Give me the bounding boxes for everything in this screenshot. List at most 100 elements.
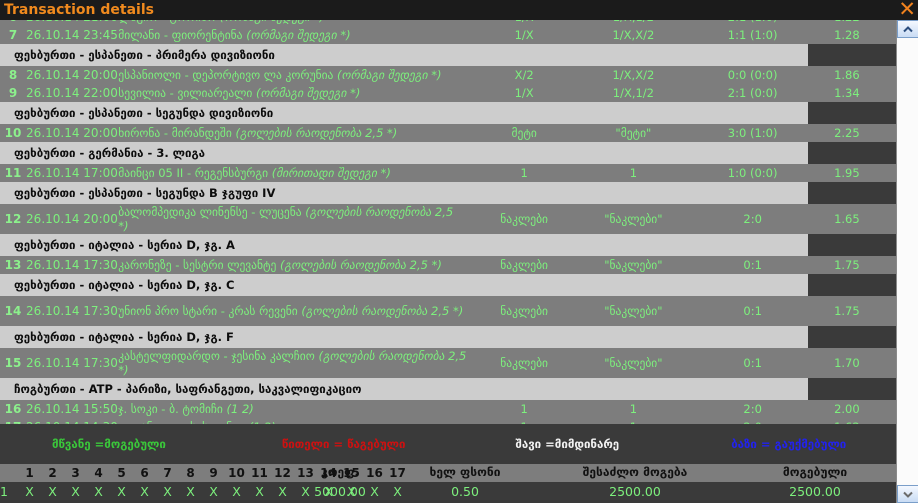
row-odd: 1.75 bbox=[834, 304, 860, 318]
summary-column-number: 3 bbox=[71, 466, 80, 480]
table-row[interactable]: 1726.10.14 14:30დ. იანგი - ი. სისლინგი (… bbox=[0, 418, 896, 424]
row-number: 12 bbox=[4, 212, 22, 226]
row-match: ლაციო - ტორინო (ორმაგი შედეგი *) bbox=[118, 20, 479, 26]
row-score: 1:1 (1:0) bbox=[727, 28, 778, 42]
row-match: დ. იანგი - ი. სისლინგი (1 2) bbox=[118, 418, 479, 424]
row-datetime: 26.10.14 22:00 bbox=[26, 86, 118, 100]
summary-mark: X bbox=[186, 484, 195, 499]
row-pick: 1 bbox=[520, 166, 528, 180]
row-datetime: 26.10.14 15:50 bbox=[26, 402, 118, 416]
table-row[interactable]: 10 26.10.14 20:00 ხირონა - მირანდეში (გოლე… bbox=[0, 124, 896, 142]
summary-row-index: 1 bbox=[0, 484, 8, 499]
row-datetime: 26.10.14 17:00 bbox=[26, 166, 118, 180]
summary-column-number: 5 bbox=[117, 466, 126, 480]
row-pick: 1 bbox=[479, 418, 569, 424]
row-datetime: 26.10.14 20:00 bbox=[26, 212, 118, 226]
summary-column-number: 7 bbox=[163, 466, 172, 480]
vertical-scrollbar[interactable] bbox=[896, 20, 918, 503]
row-pick: 1/X bbox=[514, 28, 534, 42]
league-header-row: ფეხბურთი - იტალია - სერია D, ჯგ. A bbox=[0, 234, 896, 256]
summary-mark: X bbox=[48, 484, 57, 499]
table-row[interactable]: 1 1 26.10.14 17:00 მაინცი 05 II - რეგენსბურ… bbox=[0, 164, 896, 182]
row-selection: 1 bbox=[629, 166, 638, 180]
summary-column-numbers: 1 2 3 4 5 6 7 8 9 10 11 12 13 14 15 16 17 bbox=[18, 464, 409, 482]
row-odd: 1.86 bbox=[834, 68, 860, 82]
row-selection: "ნაკლები" bbox=[604, 304, 663, 318]
summary-column-number: 11 bbox=[251, 466, 268, 480]
row-match: უნიონ პრო სტარი - კრას რევენი (გოლების რ… bbox=[118, 296, 479, 326]
row-datetime: 26.10.14 17:30 bbox=[26, 304, 118, 318]
summary-column-number: 16 bbox=[366, 466, 383, 480]
row-match: ესპანიოლი - დეპორტივო ლა კორუნია (ორმაგი… bbox=[118, 66, 479, 84]
window-titlebar: Transaction details ✕ bbox=[0, 0, 918, 20]
row-datetime: 26.10.14 17:30 bbox=[26, 356, 118, 370]
table-row[interactable]: 15 26.10.14 17:30 კასტელფიდარდო - ჯესინა კ… bbox=[0, 348, 896, 378]
row-market-note: (გოლების რაოდენობა 2,5 *) bbox=[118, 205, 454, 233]
row-pick: 1/X bbox=[479, 20, 569, 26]
row-number: 15 bbox=[4, 356, 22, 370]
row-match: მაინცი 05 II - რეგენსბურგი (მირითადი შედ… bbox=[118, 164, 479, 182]
summary-column-number: 12 bbox=[274, 466, 291, 480]
summary-mark: X bbox=[324, 484, 333, 499]
table-row[interactable]: 626.10.14 21:00ლაციო - ტორინო (ორმაგი შე… bbox=[0, 20, 896, 26]
summary-mark: X bbox=[347, 484, 356, 499]
summary-header: 1 2 3 4 5 6 7 8 9 10 11 12 13 14 15 16 17 კოეფ. ხელ ფსონ… bbox=[0, 464, 896, 482]
table-row[interactable]: 12 26.10.14 20:00 ბალომპედიკა ლინენსე - ლუ… bbox=[0, 204, 896, 234]
summary-column-number: 17 bbox=[389, 466, 406, 480]
league-header-label: ფეხბურთი - ესპანეთი - სეგუნდა დივიზიონი bbox=[14, 106, 274, 120]
scroll-up-button[interactable] bbox=[897, 20, 918, 38]
row-match-teams: ხირონა - მირანდეში bbox=[118, 126, 236, 140]
close-icon[interactable]: ✕ bbox=[898, 0, 916, 21]
summary-mark: X bbox=[25, 484, 34, 499]
row-selection: 1 bbox=[629, 402, 638, 416]
row-number: 7 bbox=[8, 28, 18, 42]
chevron-up-icon bbox=[903, 25, 913, 32]
row-market-note: (გოლების რაოდენობა 2,5 *) bbox=[301, 304, 464, 318]
row-odd: 2.00 bbox=[834, 402, 860, 416]
row-odd: 1.75 bbox=[834, 258, 860, 272]
table-row[interactable]: 13 26.10.14 17:30 კარონეზე - სესტრი ლევანტ… bbox=[0, 256, 896, 274]
summary-column-number: 6 bbox=[140, 466, 149, 480]
row-score: 2:0 bbox=[698, 418, 808, 424]
table-row[interactable]: 9 26.10.14 22:00 სევილია - ვილიარეალი (ორმ… bbox=[0, 84, 896, 102]
row-datetime: 26.10.14 21:00 bbox=[26, 20, 118, 26]
summary-column-number: 15 bbox=[343, 466, 360, 480]
table-row[interactable]: 16 26.10.14 15:50 ჯ. სოკი - ბ. ტომიჩი (1 2… bbox=[0, 400, 896, 418]
summary-mark: X bbox=[209, 484, 218, 499]
table-row[interactable]: 8 26.10.14 20:00 ესპანიოლი - დეპორტივო ლა … bbox=[0, 66, 896, 84]
scrollbar-track[interactable] bbox=[897, 38, 918, 485]
row-score: 0:1 bbox=[743, 304, 762, 318]
row-score: 3:0 (1:0) bbox=[727, 126, 778, 140]
legend-item-pending: შავი =მიმდინარე bbox=[515, 437, 620, 451]
legend-item-won: მწვანე =მოგებული bbox=[52, 437, 166, 451]
row-odd: 1.22 bbox=[808, 20, 896, 26]
row-match: ბალომპედიკა ლინენსე - ლუცენა (გოლების რა… bbox=[118, 204, 479, 234]
row-pick: X/2 bbox=[514, 68, 534, 82]
row-odd: 1.95 bbox=[834, 166, 860, 180]
row-datetime: 26.10.14 20:00 bbox=[26, 126, 118, 140]
row-datetime: 26.10.14 14:30 bbox=[26, 418, 118, 424]
summary-mark: X bbox=[232, 484, 241, 499]
bets-table-container[interactable]: 626.10.14 21:00ლაციო - ტორინო (ორმაგი შე… bbox=[0, 20, 896, 424]
summary-column-number: 9 bbox=[209, 466, 218, 480]
row-market-note: (გოლების რაოდენობა 2,5 *) bbox=[235, 126, 398, 140]
row-datetime: 26.10.14 20:00 bbox=[26, 68, 118, 82]
legend-item-lost: წითელი = წაგებული bbox=[281, 437, 406, 451]
row-market-note: (გოლების რაოდენობა 2,5 *) bbox=[280, 258, 442, 272]
table-row[interactable]: 14 26.10.14 17:30 უნიონ პრო სტარი - კრას რ… bbox=[0, 296, 896, 326]
scroll-down-button[interactable] bbox=[897, 485, 918, 503]
row-match-teams: ჯ. სოკი - ბ. ტომიჩი bbox=[118, 402, 227, 416]
table-row[interactable]: 7 26.10.14 23:45 მილანი - ფიორენტინა (ორმა… bbox=[0, 26, 896, 44]
summary-column-number: 10 bbox=[228, 466, 245, 480]
row-score: 2:0 bbox=[743, 402, 762, 416]
row-match: კარონეზე - სესტრი ლევანტე (გოლების რაოდე… bbox=[118, 256, 479, 274]
league-header-label: ფეხბურთი - იტალია - სერია D, ჯგ. A bbox=[14, 238, 235, 252]
row-market-note: (ორმაგი შედეგი *) bbox=[337, 68, 442, 82]
row-match-teams: კასტელფიდარდო - ჯესინა კალჩიო bbox=[118, 349, 319, 363]
chevron-down-icon bbox=[903, 491, 913, 498]
row-match-teams: მაინცი 05 II - რეგენსბურგი bbox=[118, 166, 272, 180]
row-match-teams: ესპანიოლი - დეპორტივო ლა კორუნია bbox=[118, 68, 338, 82]
row-match-teams: მილანი - ფიორენტინა bbox=[118, 28, 247, 42]
row-number: 8 bbox=[8, 68, 18, 82]
row-selection: 1 bbox=[569, 418, 697, 424]
